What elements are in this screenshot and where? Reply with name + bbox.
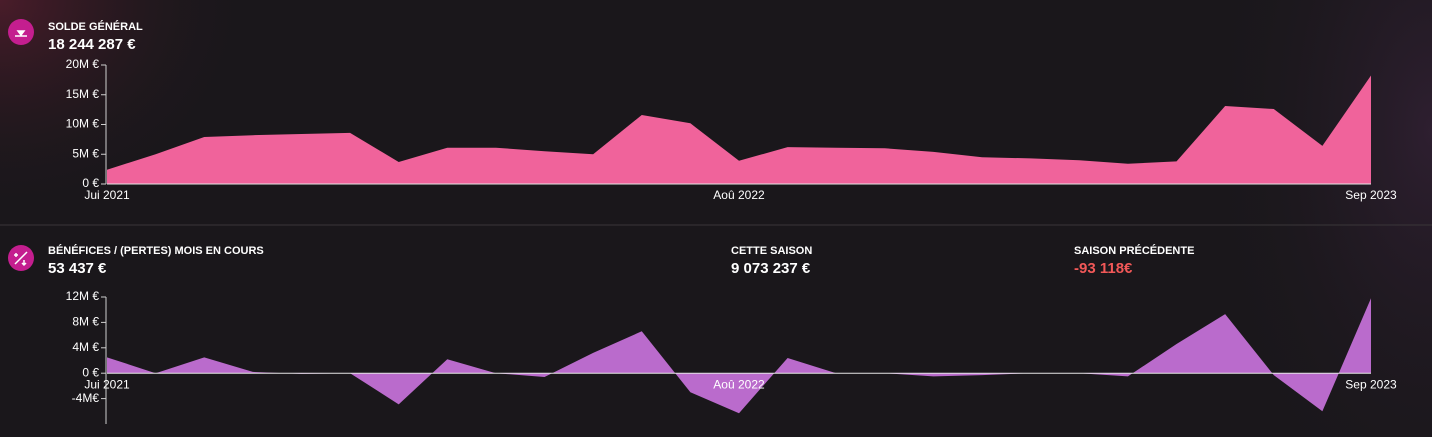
x-tick-label: Jui 2021	[84, 188, 130, 202]
y-tick-label: 15M €	[66, 87, 100, 101]
y-tick-label: 10M €	[66, 117, 100, 131]
x-tick-label: Aoû 2022	[713, 377, 765, 391]
y-tick-label: 4M €	[72, 340, 99, 354]
icon-glyph	[14, 251, 28, 267]
icon-glyph	[15, 30, 27, 37]
bg-glow	[0, 0, 260, 220]
y-tick-label: 20M €	[66, 57, 100, 71]
panel-title: BÉNÉFICES / (PERTES) MOIS EN COURS	[48, 244, 264, 257]
stat-label: SAISON PRÉCÉDENTE	[1074, 244, 1194, 257]
panel-value: 18 244 287 €	[48, 36, 136, 53]
y-tick-label: 0 €	[82, 365, 99, 379]
area	[107, 75, 1371, 184]
y-tick-label: 12M €	[66, 289, 100, 303]
stat-value: -93 118€	[1074, 260, 1133, 277]
panel-value: 53 437 €	[48, 260, 107, 277]
y-tick-label: 5M €	[72, 146, 99, 160]
x-tick-label: Aoû 2022	[713, 188, 765, 202]
y-tick-label: 0 €	[82, 176, 99, 190]
stat-label: CETTE SAISON	[731, 245, 812, 257]
x-tick-label: Sep 2023	[1345, 377, 1397, 391]
x-tick-label: Jui 2021	[84, 377, 130, 391]
y-tick-label: 8M €	[72, 315, 99, 329]
stat-value: 9 073 237 €	[731, 260, 811, 277]
y-tick-label: -4M€	[72, 391, 100, 405]
panel-title: SOLDE GÉNÉRAL	[48, 20, 143, 33]
x-tick-label: Sep 2023	[1345, 188, 1397, 202]
area	[107, 298, 1371, 414]
